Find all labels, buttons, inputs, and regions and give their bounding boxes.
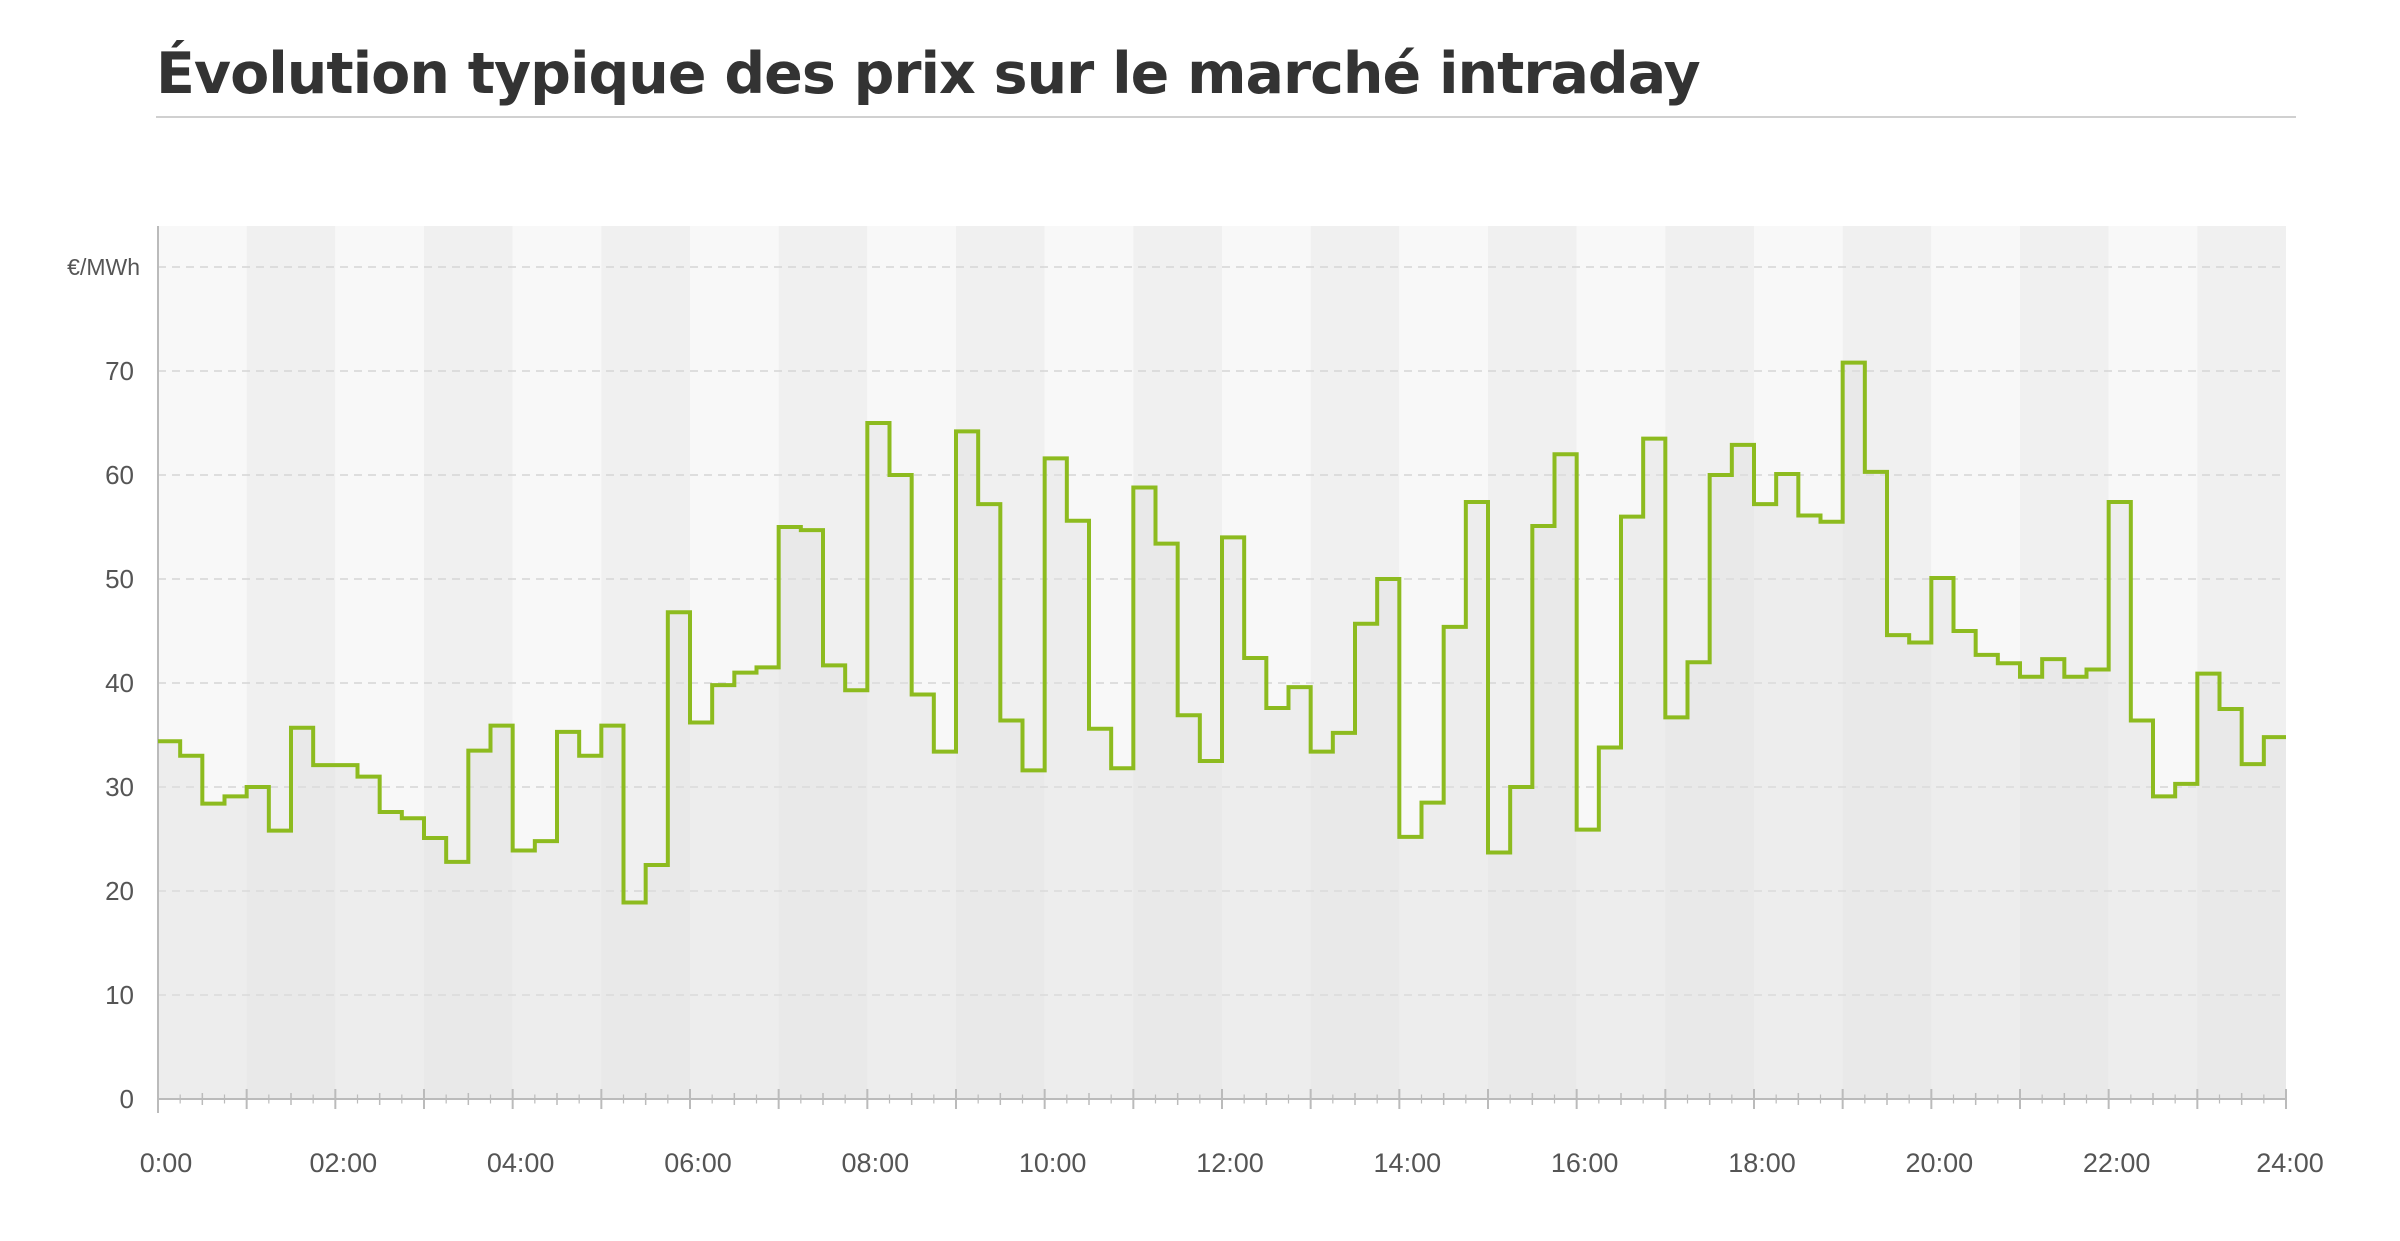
y-tick-label: 30 [105, 772, 134, 802]
x-tick-label: 0:00 [140, 1148, 193, 1178]
x-tick-label: 04:00 [487, 1148, 555, 1178]
x-tick-label: 08:00 [842, 1148, 910, 1178]
x-tick-label: 24:00 [2256, 1148, 2324, 1178]
x-tick-label: 16:00 [1551, 1148, 1619, 1178]
y-tick-label: 60 [105, 460, 134, 490]
y-axis-unit-label: €/MWh [67, 254, 140, 280]
chart-title: Évolution typique des prix sur le marché… [156, 41, 1701, 107]
y-tick-label: 20 [105, 876, 134, 906]
y-axis-labels: 0 10 20 30 40 50 60 70 [105, 356, 134, 1114]
hour-band [2197, 226, 2286, 1099]
x-tick-label: 18:00 [1728, 1148, 1796, 1178]
y-tick-label: 70 [105, 356, 134, 386]
hour-band [335, 226, 424, 1099]
hour-band [601, 226, 690, 1099]
y-tick-label: 50 [105, 564, 134, 594]
title-divider [156, 116, 2296, 118]
price-series-line [158, 360, 2286, 905]
y-tick-label: 10 [105, 980, 134, 1010]
x-tick-label: 12:00 [1196, 1148, 1264, 1178]
x-tick-label: 10:00 [1019, 1148, 1087, 1178]
x-tick-label: 06:00 [664, 1148, 732, 1178]
x-tick-label: 14:00 [1374, 1148, 1442, 1178]
x-tick-label: 22:00 [2083, 1148, 2151, 1178]
x-tick-label: 02:00 [310, 1148, 378, 1178]
y-tick-label: 0 [120, 1084, 134, 1114]
x-axis [157, 226, 2287, 1113]
x-axis-labels: 0:00 02:00 04:00 06:00 08:00 10:00 12:00 14:00 1… [140, 1148, 2324, 1178]
x-tick-label: 20:00 [1906, 1148, 1974, 1178]
y-tick-label: 40 [105, 668, 134, 698]
